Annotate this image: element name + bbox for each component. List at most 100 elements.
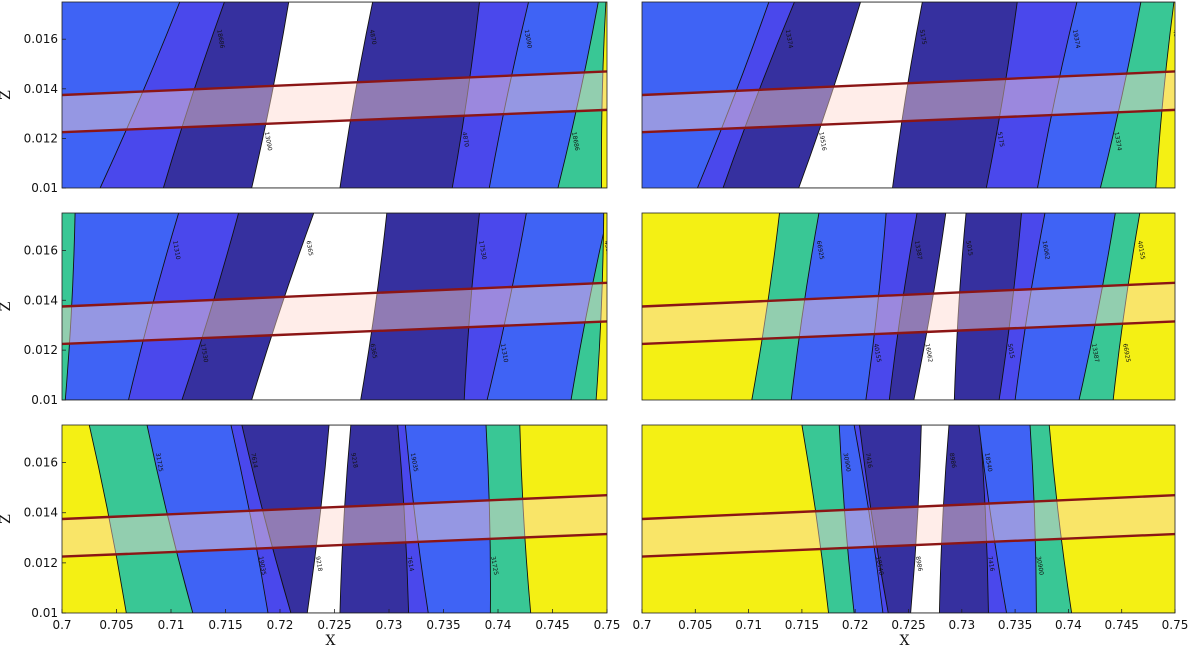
contour-label: 9218: [314, 556, 324, 572]
contour-label: 13090: [263, 131, 273, 151]
x-tick-label: 0.725: [891, 618, 925, 632]
panel-frame: [61, 212, 608, 401]
uncertainty-band: [62, 71, 607, 133]
contour-label: 31725: [154, 452, 164, 472]
contour-label: 30900: [1035, 556, 1045, 576]
contour-panel-middle-left: 11310 17530 6365 6365 17530 11310 43825 0.01 0.0…: [0, 212, 613, 407]
contour-label: 8986: [914, 556, 924, 572]
x-axis-label: X: [900, 633, 910, 649]
contour-label: 5175: [918, 29, 928, 45]
y-tick-label: 0.01: [31, 393, 58, 407]
contour-label: 6365: [305, 240, 315, 256]
band-lower-line: [642, 532, 1175, 558]
y-tick-label: 0.012: [24, 131, 58, 145]
y-axis-label: Z: [0, 514, 14, 524]
contour-label: 40155: [872, 343, 882, 363]
y-tick-label: 0.014: [24, 293, 58, 307]
y-tick-label: 0.016: [24, 456, 58, 470]
band-lower-line: [62, 320, 607, 346]
contour-label: 7416: [986, 556, 996, 572]
band-lower-line: [642, 320, 1175, 346]
band-lower-line: [62, 108, 607, 134]
contour-label: 18686: [215, 29, 225, 49]
x-tick-label: 0.745: [1105, 618, 1139, 632]
contour-label: 66925: [815, 240, 825, 260]
contour-label: 13387: [1090, 343, 1100, 363]
contour-label: 11310: [171, 240, 181, 260]
plot-area: 30900 18540 7416 8986 8986 7416 18540 30900: [642, 425, 1175, 613]
contour-label: 13090: [523, 29, 533, 49]
contour-label: 19035: [257, 556, 267, 576]
band-upper-line: [642, 493, 1175, 521]
contour-panel-top-left: 1868613090487048701309018686467400.010.0…: [0, 1, 608, 195]
y-tick-label: 0.014: [24, 82, 58, 96]
uncertainty-band: [642, 282, 1175, 344]
y-tick-label: 0.014: [24, 506, 58, 520]
x-tick-label: 0.74: [1055, 618, 1082, 632]
contour-label: 9218: [349, 452, 359, 468]
x-tick-label: 0.735: [426, 618, 460, 632]
y-tick-label: 0.01: [31, 181, 58, 195]
contour-panel-top-right: 13374 19516 5175 5175 19374 13374 48456: [641, 1, 1181, 189]
x-tick-label: 0.72: [267, 618, 294, 632]
x-tick-label: 0.73: [948, 618, 975, 632]
x-tick-label: 0.73: [376, 618, 403, 632]
contour-label: 17530: [199, 343, 209, 363]
x-tick-label: 0.7: [632, 618, 651, 632]
panel-frame: [641, 1, 1176, 189]
y-tick-label: 0.016: [24, 243, 58, 257]
x-tick-label: 0.715: [208, 618, 242, 632]
y-tick-label: 0.016: [24, 32, 58, 46]
contour-label: 4870: [368, 29, 378, 45]
y-axis-label: Z: [0, 90, 14, 100]
band-upper-line: [62, 493, 607, 521]
contour-label: 31725: [489, 556, 499, 576]
uncertainty-band: [642, 71, 1175, 133]
contour-label: 8986: [948, 452, 958, 468]
x-tick-label: 0.71: [158, 618, 185, 632]
plot-area: 66925 40155 13387 16062 5015 5015 16062 13387 40…: [642, 213, 1175, 400]
x-tick-label: 0.705: [678, 618, 712, 632]
uncertainty-band: [642, 495, 1175, 557]
contour-label: 11310: [499, 343, 509, 363]
panel-frame: [61, 1, 608, 189]
contour-label: 48456: [1171, 29, 1181, 49]
contour-label: 13387: [913, 240, 923, 260]
y-tick-label: 0.012: [24, 343, 58, 357]
contour-label: 5175: [996, 131, 1006, 147]
contour-label: 18540: [983, 452, 993, 472]
x-tick-label: 0.715: [785, 618, 819, 632]
band-upper-line: [62, 281, 607, 308]
contour-label: 7416: [864, 452, 874, 468]
x-tick-label: 0.735: [998, 618, 1032, 632]
uncertainty-band: [62, 495, 607, 557]
contour-label: 19035: [409, 452, 419, 472]
contour-label: 43825: [603, 240, 613, 260]
x-tick-label: 0.75: [594, 618, 621, 632]
band-upper-line: [62, 70, 607, 97]
x-tick-label: 0.705: [99, 618, 133, 632]
plot-area: 31725 19035 7614 9218 9218 7614 19035 31725: [62, 425, 607, 613]
y-tick-label: 0.01: [31, 606, 58, 620]
band-upper-line: [642, 281, 1175, 308]
contour-region-green: [570, 215, 607, 400]
contour-label: 4870: [460, 131, 470, 147]
contour-label: 7614: [249, 452, 259, 468]
band-lower-line: [62, 532, 607, 558]
x-tick-label: 0.7: [52, 618, 71, 632]
panel-frame: [641, 212, 1176, 401]
contour-label: 19374: [1071, 29, 1081, 49]
contour-label: 17530: [477, 240, 487, 260]
x-tick-label: 0.745: [535, 618, 569, 632]
contour-label: 6365: [369, 343, 379, 359]
x-tick-label: 0.74: [485, 618, 512, 632]
plot-area: 13374 19516 5175 5175 19374 13374 48456: [642, 2, 1181, 188]
contour-panel-middle-right: 66925 40155 13387 16062 5015 5015 16062 13387 40…: [641, 212, 1176, 401]
contour-label: 13374: [784, 29, 794, 49]
contour-label: 30900: [841, 452, 851, 472]
uncertainty-band: [62, 282, 607, 344]
x-tick-label: 0.75: [1162, 618, 1189, 632]
